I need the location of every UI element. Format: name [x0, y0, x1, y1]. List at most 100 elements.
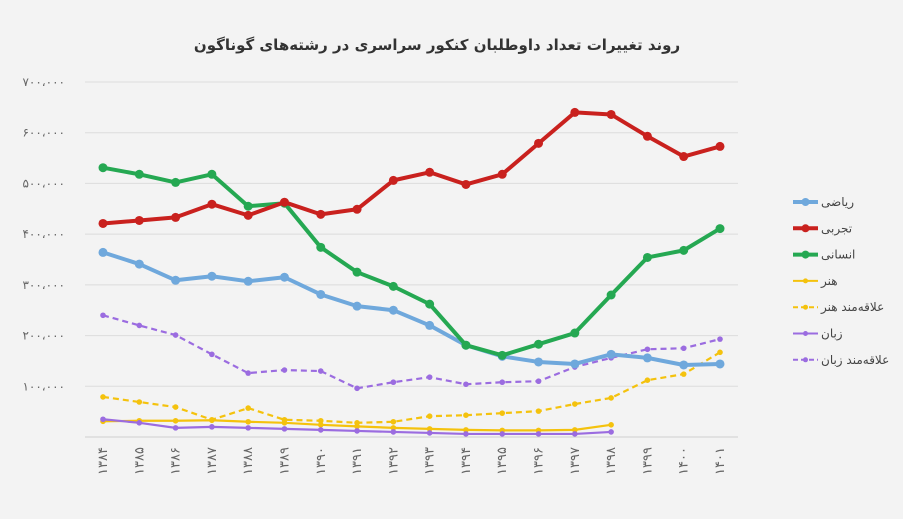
x-tick-label: ۱۳۹۷ — [568, 447, 583, 475]
data-point — [644, 377, 651, 384]
data-point — [172, 404, 179, 410]
data-point — [279, 272, 289, 282]
data-point — [352, 267, 362, 277]
data-point — [570, 359, 580, 369]
legend-item: علاقه‌مند زبان — [793, 353, 889, 368]
data-point — [680, 345, 687, 352]
series-2 — [98, 163, 725, 360]
data-point — [608, 429, 614, 435]
data-point — [463, 427, 469, 433]
data-point — [98, 218, 108, 228]
legend-label: هنر — [820, 274, 838, 289]
data-point — [715, 141, 725, 151]
data-point — [426, 413, 433, 420]
data-point — [134, 169, 144, 179]
data-point — [425, 320, 435, 330]
legend-item: انسانی — [793, 248, 855, 262]
data-point — [354, 428, 360, 434]
legend-marker — [801, 198, 810, 206]
legend-marker — [801, 224, 810, 233]
data-point — [172, 425, 179, 431]
data-point — [717, 349, 723, 356]
data-point — [317, 427, 324, 433]
data-point — [570, 328, 580, 338]
legend-label: ریاضی — [821, 195, 854, 210]
data-point — [642, 252, 652, 262]
data-point — [679, 245, 689, 255]
data-point — [207, 271, 217, 281]
data-point — [388, 281, 398, 291]
data-point — [281, 416, 288, 423]
data-point — [172, 332, 179, 338]
legend-marker — [801, 250, 810, 259]
data-point — [572, 427, 578, 433]
series-line — [102, 250, 721, 367]
data-point — [171, 275, 181, 285]
data-point — [100, 416, 106, 423]
y-tick-label: ۳۰۰،۰۰۰ — [22, 278, 65, 292]
chart-title: روند تغییرات تعداد داوطلبان کنکور سراسری… — [194, 36, 680, 54]
series-line — [102, 351, 721, 424]
data-point — [316, 209, 326, 219]
x-tick-label: ۱۳۹۳ — [423, 447, 438, 475]
data-point — [352, 301, 362, 311]
data-point — [317, 368, 324, 374]
data-point — [642, 353, 652, 363]
data-point — [136, 420, 143, 426]
series-3 — [100, 417, 614, 434]
legend: ریاضی تجربی انسانی هنر علاقه‌مند هنر زبان علاق… — [793, 195, 889, 368]
legend-label: زبان — [821, 327, 843, 342]
data-point — [100, 394, 106, 400]
data-point — [717, 336, 723, 342]
x-tick-label: ۱۳۹۴ — [459, 447, 474, 475]
data-point — [209, 416, 215, 423]
data-point — [426, 430, 433, 436]
data-point — [570, 107, 580, 117]
data-point — [499, 431, 506, 437]
data-point — [134, 215, 144, 225]
data-point — [352, 204, 362, 214]
data-point — [715, 224, 725, 234]
legend-label: علاقه‌مند زبان — [821, 353, 889, 368]
y-tick-label: ۴۰۰،۰۰۰ — [22, 227, 65, 241]
data-point — [245, 370, 251, 376]
data-point — [207, 199, 217, 209]
x-tick-label: ۱۳۹۰ — [314, 447, 329, 475]
data-point — [388, 305, 398, 315]
data-point — [279, 197, 289, 207]
data-point — [316, 242, 326, 252]
data-point — [243, 201, 253, 211]
y-tick-label: ۵۰۰،۰۰۰ — [22, 176, 65, 190]
data-point — [606, 109, 616, 119]
data-point — [497, 169, 507, 179]
data-point — [426, 374, 433, 380]
y-tick-label: ۷۰۰،۰۰۰ — [22, 75, 65, 89]
series-group — [98, 107, 725, 437]
series-5 — [100, 416, 614, 437]
x-tick-label: ۱۳۸۷ — [205, 447, 220, 475]
data-point — [535, 408, 542, 414]
legend-item: هنر — [793, 274, 838, 289]
data-point — [172, 417, 179, 424]
x-tick-label: ۱۳۸۸ — [241, 447, 256, 475]
data-point — [171, 212, 181, 222]
data-point — [535, 431, 542, 437]
data-point — [390, 379, 397, 386]
data-point — [425, 299, 435, 309]
data-point — [100, 312, 106, 319]
data-point — [606, 349, 616, 359]
data-point — [207, 169, 217, 179]
x-tick-label: ۱۳۹۹ — [640, 447, 655, 475]
data-point — [136, 399, 143, 405]
data-point — [281, 367, 288, 373]
x-tick-label: ۱۳۹۸ — [604, 447, 619, 475]
data-point — [243, 210, 253, 220]
legend-marker — [803, 331, 808, 336]
x-tick-label: ۱۳۹۶ — [532, 447, 547, 475]
data-point — [134, 259, 144, 269]
legend-item: تجربی — [793, 221, 852, 236]
series-4 — [100, 349, 723, 426]
data-point — [497, 350, 507, 360]
data-point — [608, 395, 614, 401]
data-point — [642, 131, 652, 141]
